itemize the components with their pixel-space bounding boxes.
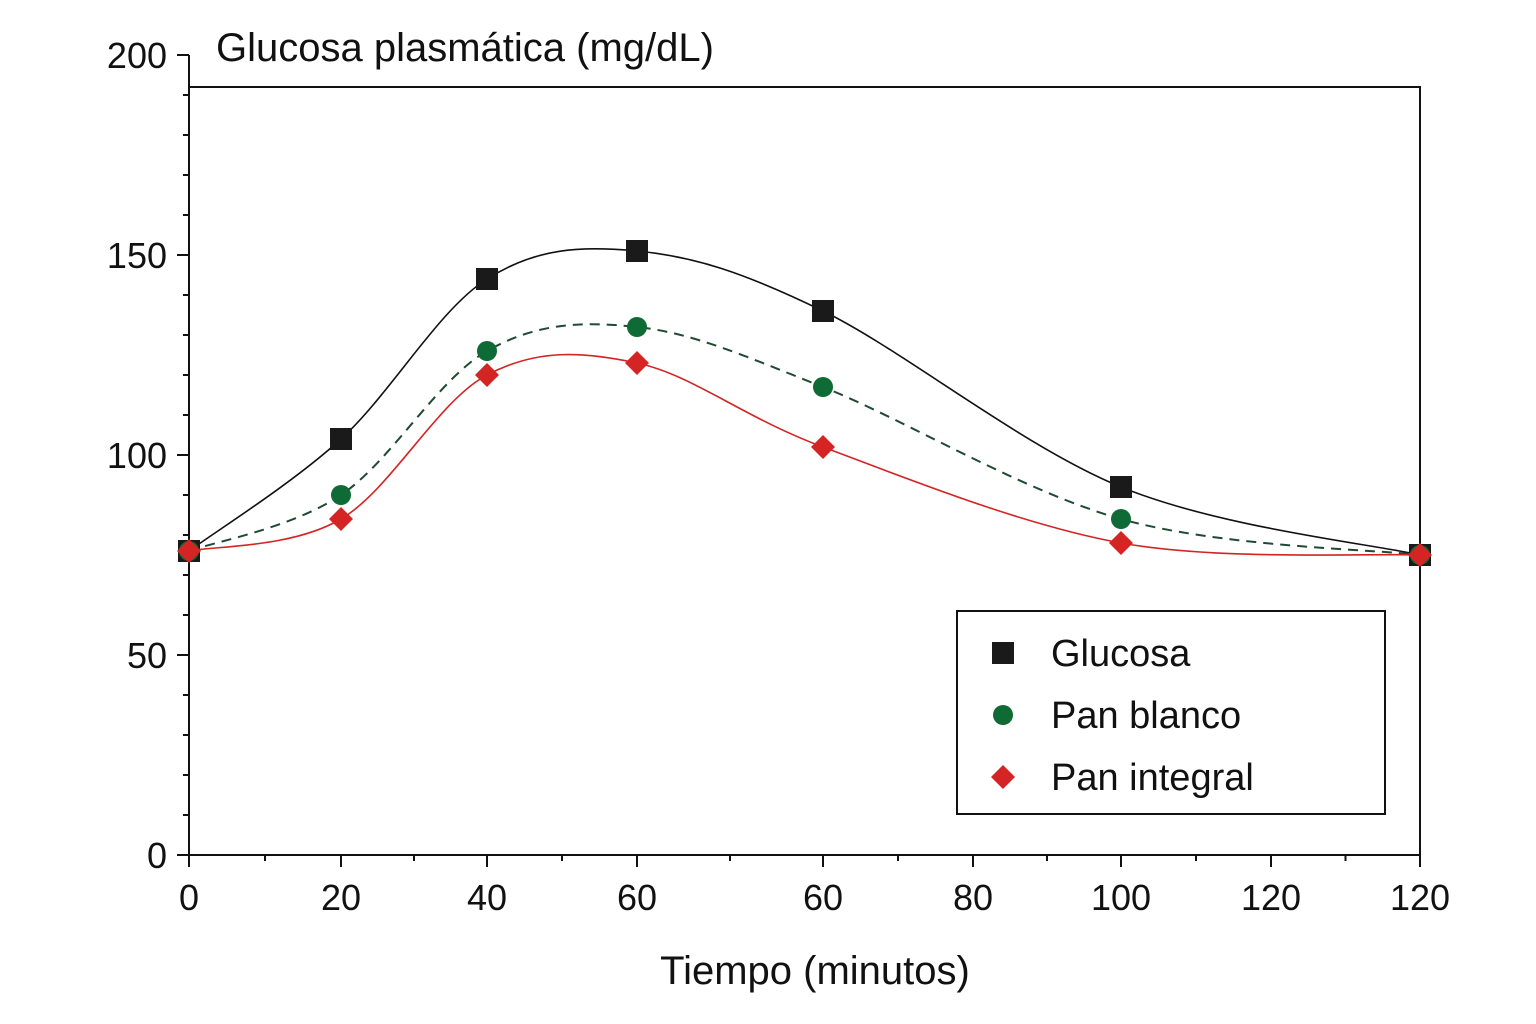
legend-marker xyxy=(992,642,1014,664)
data-point xyxy=(813,377,833,397)
x-tick-label: 40 xyxy=(467,877,507,918)
data-point xyxy=(1111,509,1131,529)
data-point xyxy=(812,300,834,322)
data-point xyxy=(1110,476,1132,498)
data-point xyxy=(330,428,352,450)
data-point xyxy=(811,435,835,459)
x-tick-label: 120 xyxy=(1390,877,1450,918)
x-tick-label: 0 xyxy=(179,877,199,918)
legend-box xyxy=(956,610,1386,815)
y-tick-label: 0 xyxy=(147,835,167,876)
legend-label: Glucosa xyxy=(1051,633,1191,675)
x-tick-label: 120 xyxy=(1241,877,1301,918)
data-point xyxy=(177,539,201,563)
data-point xyxy=(625,351,649,375)
y-axis: 0 50 100 150 200 xyxy=(107,35,190,876)
data-point xyxy=(1408,543,1432,567)
x-axis-label: Tiempo (minutos) xyxy=(660,949,970,993)
data-point xyxy=(329,507,353,531)
series-line xyxy=(188,353,1421,556)
x-axis: 0 20 40 60 60 80 100 120 120 xyxy=(179,854,1450,918)
y-tick-label: 50 xyxy=(127,635,167,676)
data-point xyxy=(626,240,648,262)
legend-label: Pan integral xyxy=(1051,757,1254,799)
y-tick-label: 100 xyxy=(107,435,167,476)
plot-frame xyxy=(189,86,1421,855)
legend: Glucosa Pan blanco Pan integral xyxy=(956,610,1386,815)
legend-label: Pan blanco xyxy=(1051,695,1241,737)
plot-border xyxy=(189,86,1421,855)
x-tick-label: 100 xyxy=(1091,877,1151,918)
legend-marker xyxy=(993,705,1013,725)
data-point xyxy=(627,317,647,337)
x-tick-label: 60 xyxy=(617,877,657,918)
series-pan-integral xyxy=(177,351,1432,567)
data-point xyxy=(475,363,499,387)
data-point xyxy=(331,485,351,505)
series-layer xyxy=(177,240,1432,567)
x-tick-label: 20 xyxy=(321,877,361,918)
x-tick-label: 60 xyxy=(803,877,843,918)
chart-title: Glucosa plasmática (mg/dL) xyxy=(216,26,714,70)
y-tick-label: 200 xyxy=(107,35,167,76)
data-point xyxy=(477,341,497,361)
series-line xyxy=(188,323,1421,556)
legend-marker xyxy=(991,765,1015,789)
x-tick-label: 80 xyxy=(953,877,993,918)
data-point xyxy=(476,268,498,290)
y-tick-label: 150 xyxy=(107,235,167,276)
data-point xyxy=(1109,531,1133,555)
